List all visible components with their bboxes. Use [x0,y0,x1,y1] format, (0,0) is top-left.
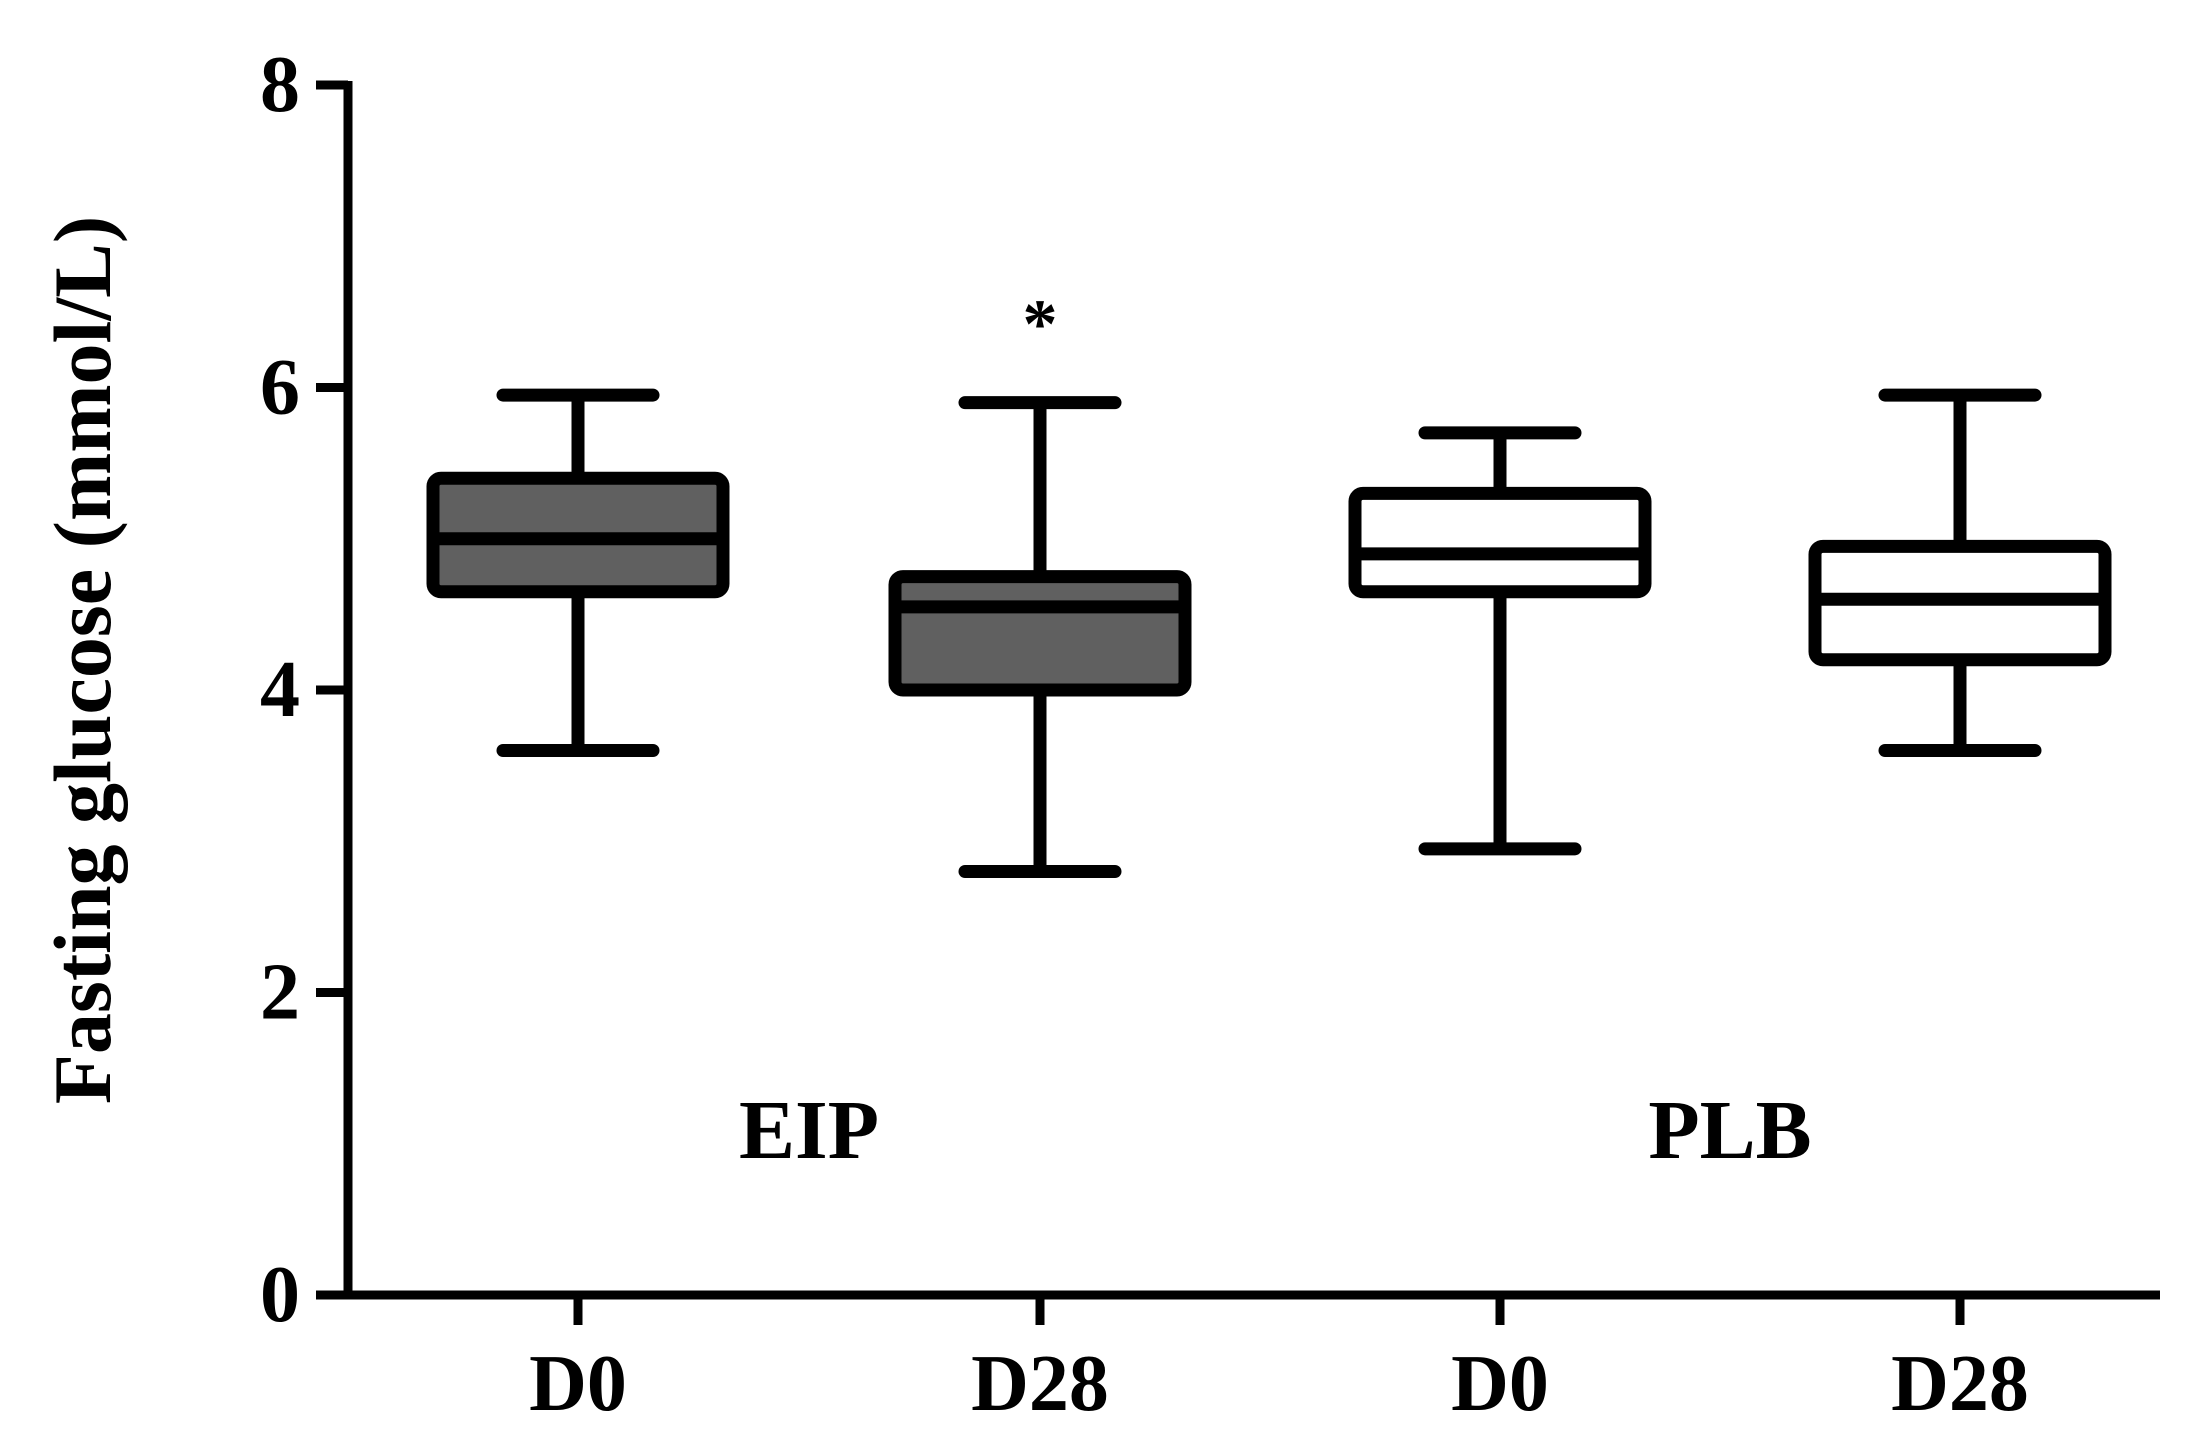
iqr-box [888,570,1192,697]
y-tick-label: 4 [260,646,300,734]
group-label: EIP [739,1084,879,1177]
x-category-label: D28 [1891,1340,2029,1428]
axes: 0 2 4 6 8 [260,41,2160,1339]
box-series: * [426,287,2112,878]
y-tick-label: 6 [260,344,300,432]
x-category-label: D0 [1451,1340,1549,1428]
significance-marker: * [1023,287,1058,364]
y-tick-label: 8 [260,41,300,129]
box-plot-item: * [888,287,1192,878]
y-tick-label: 0 [260,1251,300,1339]
category-labels: D0 D28 D0 D28 EIP PLB [529,1084,2029,1428]
iqr-box [1348,486,1652,599]
x-category-label: D0 [529,1340,627,1428]
y-tick-label: 2 [260,949,300,1037]
x-category-label: D28 [971,1340,1109,1428]
box-plot-item [426,388,730,757]
y-axis-label: Fasting glucose (mmol/L) [37,216,128,1104]
box-plot-item [1808,388,2112,757]
y-axis-label-group: Fasting glucose (mmol/L) [37,216,128,1104]
group-label: PLB [1648,1084,1811,1177]
box-plot-item [1348,426,1652,856]
